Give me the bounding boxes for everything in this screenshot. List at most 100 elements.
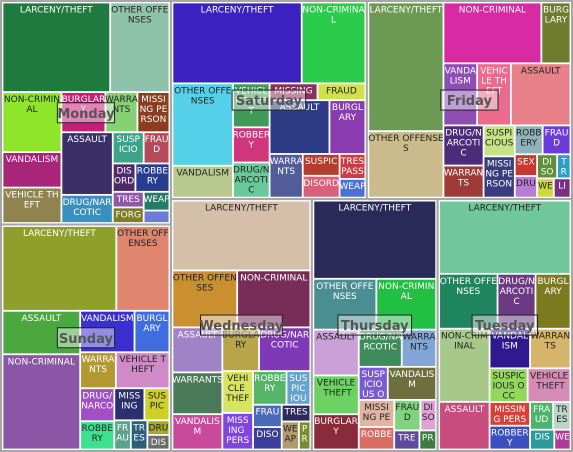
cell-thursday-suspicious-occ[interactable]: SUSP ICIO US O (358, 366, 388, 400)
cell-tuesday-assault[interactable]: ASSAULT (439, 401, 490, 450)
cell-monday-robbery[interactable]: ROBBE RY (135, 163, 170, 192)
cell-thursday-fraud[interactable]: FRAU D (394, 399, 421, 431)
cell-monday-suspicious-occ[interactable]: SUSP ICIO (112, 132, 144, 164)
cell-friday-vandalism[interactable]: VANDA LISM (443, 63, 478, 126)
cell-wednesday-missing-person[interactable]: MISS ING PERS (222, 413, 253, 450)
cell-friday-non-criminal[interactable]: NON-CRIMINAL (443, 2, 542, 64)
cell-saturday-vehicle-theft[interactable]: VEHICL E THEF T (233, 83, 270, 128)
cell-saturday-larceny-theft[interactable]: LARCENY/THEFT (172, 2, 302, 84)
cell-thursday-robbery[interactable]: ROBBE (358, 427, 395, 450)
cell-friday-vehicle-theft[interactable]: VEHIC LE TH EFT (477, 63, 511, 126)
cell-monday-larceny-theft[interactable]: LARCENY/THEFT (2, 2, 111, 92)
cell-tuesday-suspicious-occ[interactable]: SUSPIC IOUS O CC (489, 368, 528, 402)
cell-friday-warrants[interactable]: WARRAN TS (443, 165, 484, 198)
cell-tuesday-robbery[interactable]: ROBBER Y (489, 425, 530, 450)
cell-saturday-drug-narcotic[interactable]: DRUG/N ARCOTI C (233, 162, 270, 198)
cell-saturday-trespass[interactable]: TRES PASS (339, 154, 366, 179)
cell-wednesday-warrants[interactable]: WARRANTS (172, 372, 223, 415)
cell-tuesday-vehicle-theft[interactable]: VEHICLE THEFT (527, 368, 571, 402)
cell-monday-forgery[interactable]: FORG (112, 207, 144, 223)
cell-monday-disorderly[interactable]: DIS ORD (112, 163, 136, 192)
cell-wednesday-suspicious-occ[interactable]: SUS PIC IOU (286, 371, 311, 405)
cell-saturday-fraud[interactable]: FRAUD (317, 83, 366, 101)
cell-tuesday-vandalism[interactable]: VANDAL ISM (489, 328, 530, 369)
cell-friday-drug-narcotic[interactable]: DRUG/N ARCOTI C (443, 125, 484, 166)
cell-wednesday-trespass[interactable]: TRES (281, 404, 311, 422)
cell-wednesday-non-criminal[interactable]: NON-CRIMINAL (237, 270, 311, 328)
cell-monday-trespass[interactable]: TRES (112, 191, 144, 208)
cell-saturday-disorderly[interactable]: DISORD (302, 175, 340, 198)
cell-thursday-missing-person[interactable]: MISSI NG PE (358, 399, 395, 427)
cell-monday-fraud[interactable]: FRAU D (143, 132, 170, 164)
cell-friday-sex-offenses[interactable]: SEX (514, 154, 537, 176)
cell-monday-missing-person[interactable]: MISSI NG PE RSON (137, 92, 170, 133)
cell-thursday-other-offenses[interactable]: OTHER OFFE NSES (313, 278, 377, 330)
cell-sunday-missing-person[interactable]: MISS ING (114, 388, 145, 421)
cell-friday-missing-person[interactable]: MISSI NG PE RSON (483, 156, 515, 198)
cell-friday-fraud[interactable]: FRAU D (542, 125, 571, 155)
cell-saturday-robbery[interactable]: ROBBER Y (232, 127, 270, 163)
cell-thursday-burglary[interactable]: BURGLAR Y (313, 414, 359, 450)
cell-thursday-vandalism[interactable]: VANDALIS M (387, 366, 437, 400)
cell-thursday-warrants[interactable]: WARRA NTS (401, 329, 436, 367)
cell-wednesday-assault[interactable]: ASSAULT (172, 327, 223, 373)
cell-friday-disorderly[interactable]: DI SO (537, 154, 558, 179)
cell-thursday-vehicle-theft[interactable]: VEHICLE THEFT (313, 375, 359, 415)
cell-thursday-prostitution[interactable]: PR (419, 430, 437, 450)
cell-sunday-larceny-theft[interactable]: LARCENY/THEFT (2, 226, 117, 311)
cell-thursday-assault[interactable]: ASSAULT (313, 329, 359, 376)
cell-saturday-suspicious-occ[interactable]: SUSPIC (302, 154, 340, 176)
cell-sunday-other-offenses[interactable]: OTHER OFF ENSES (116, 226, 170, 311)
cell-tuesday-other-offenses[interactable]: OTHER OFFE NSES (439, 273, 498, 329)
cell-friday-suspicious-occ[interactable]: SUSPI CIOUS (483, 125, 515, 157)
cell-tuesday-drug-narcotic[interactable]: DRUG/N ARCOTI C (497, 273, 536, 329)
cell-sunday-burglary[interactable]: BURGL ARY (134, 310, 170, 353)
cell-tuesday-missing-person[interactable]: MISSIN G PERS (489, 402, 530, 426)
cell-friday-weapon-laws[interactable]: WE (537, 178, 554, 198)
cell-tuesday-trespass[interactable]: TR ES (553, 402, 571, 430)
cell-thursday-larceny-theft[interactable]: LARCENY/THEFT (313, 200, 437, 279)
cell-monday-weapon-laws[interactable]: WEAP (143, 191, 170, 211)
cell-tuesday-burglary[interactable]: BURGL ARY (535, 273, 571, 329)
cell-tuesday-fraud[interactable]: FRA UD (530, 402, 554, 430)
cell-sunday-suspicious-occ[interactable]: SUS PIC (144, 388, 170, 421)
cell-friday-burglary[interactable]: BURG LARY (541, 2, 571, 64)
cell-tuesday-non-criminal[interactable]: NON-CRIM INAL (439, 328, 490, 402)
cell-sunday-assault[interactable]: ASSAULT (2, 310, 81, 355)
cell-tuesday-disorderly[interactable]: DIS (530, 429, 555, 450)
cell-monday-warrants[interactable]: WARRA NTS (105, 92, 139, 133)
cell-wednesday-disorderly[interactable]: DISO (253, 427, 282, 450)
cell-thursday-drug-narcotic[interactable]: DRUG/NA RCOTIC (358, 329, 403, 367)
cell-saturday-other-offenses[interactable]: OTHER OFFE NSES (172, 83, 233, 166)
cell-thursday-trespass[interactable]: TRE (394, 430, 420, 450)
cell-monday-assault[interactable]: ASSAULT (61, 132, 113, 195)
cell-monday-other-offenses[interactable]: OTHER OFFE NSES (110, 2, 170, 92)
cell-wednesday-vehicle-theft[interactable]: VEHI CLE THEF (222, 371, 253, 413)
cell-wednesday-other-offenses[interactable]: OTHER OFFEN SES (172, 270, 238, 328)
cell-friday-robbery[interactable]: ROBB ERY (514, 125, 543, 155)
cell-friday-assault[interactable]: ASSAULT (510, 63, 571, 126)
cell-wednesday-larceny-theft[interactable]: LARCENY/THEFT (172, 200, 311, 271)
cell-thursday-disorderly[interactable]: DI SO (420, 399, 437, 431)
cell-sunday-vandalism[interactable]: VANDALISM (80, 310, 135, 353)
cell-saturday-warrants[interactable]: WARRA NTS (269, 154, 304, 198)
cell-friday-liquor-laws[interactable]: LI (553, 178, 571, 198)
cell-monday-non-criminal[interactable]: NON-CRIMIN AL (2, 92, 62, 152)
cell-monday-drug-narcotic[interactable]: DRUG/NAR COTIC (61, 194, 113, 223)
cell-sunday-warrants[interactable]: WARRA NTS (80, 352, 116, 389)
cell-wednesday-fraud[interactable]: FRAU (253, 404, 282, 428)
cell-monday-vehicle-theft[interactable]: VEHICLE TH EFT (2, 187, 62, 223)
cell-sunday-disorderly[interactable]: DIS (147, 435, 170, 450)
cell-tuesday-larceny-theft[interactable]: LARCENY/THEFT (439, 200, 571, 274)
cell-sunday-trespass[interactable]: TR ES (130, 420, 148, 450)
cell-tuesday-warrants[interactable]: WARRAN TS (530, 328, 571, 369)
cell-friday-larceny-theft[interactable]: LARCENY/THEFT (368, 2, 444, 132)
cell-saturday-non-criminal[interactable]: NON-CRIMINA L (301, 2, 366, 84)
cell-saturday-vandalism[interactable]: VANDALISM (172, 165, 233, 198)
cell-sunday-drug-narcotic[interactable]: DRUG/NARCO (80, 388, 115, 422)
cell-friday-drunkenness[interactable]: DRU (514, 176, 537, 198)
cell-thursday-non-criminal[interactable]: NON-CRIMIN AL (376, 278, 437, 330)
cell-sunday-drunkenness[interactable]: DRU (147, 420, 170, 435)
